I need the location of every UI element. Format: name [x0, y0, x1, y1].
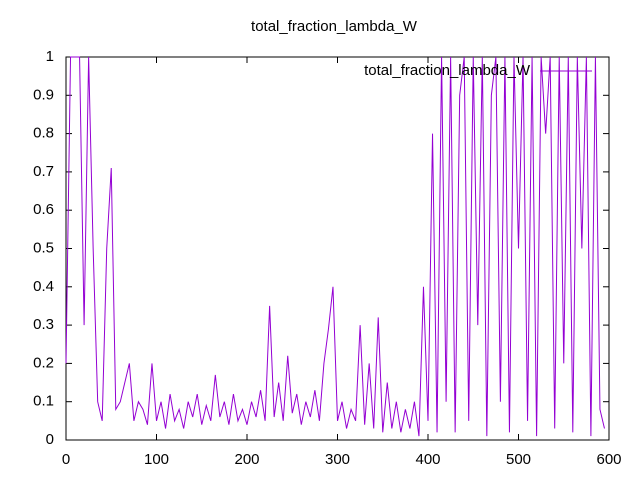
y-tick-label: 0.6 [33, 201, 54, 218]
y-tick-label: 0.3 [33, 316, 54, 333]
y-tick-label: 0.9 [33, 86, 54, 103]
x-tick-label: 500 [506, 451, 531, 468]
x-tick-label: 300 [325, 451, 350, 468]
y-tick-label: 0.1 [33, 393, 54, 410]
y-tick-label: 0.8 [33, 125, 54, 142]
x-tick-label: 600 [596, 451, 621, 468]
y-tick-label: 0.2 [33, 354, 54, 371]
x-tick-label: 100 [144, 451, 169, 468]
y-tick-label: 0.4 [33, 278, 54, 295]
legend-label: total_fraction_lambda_W [364, 62, 531, 79]
data-line [65, 56, 605, 437]
x-tick-label: 0 [62, 451, 70, 468]
x-tick-label: 200 [234, 451, 259, 468]
y-tick-label: 0 [46, 431, 54, 448]
chart-title: total_fraction_lambda_W [251, 18, 418, 35]
x-tick-label: 400 [415, 451, 440, 468]
y-tick-label: 1 [46, 48, 54, 65]
y-tick-label: 0.7 [33, 163, 54, 180]
y-tick-label: 0.5 [33, 239, 54, 256]
